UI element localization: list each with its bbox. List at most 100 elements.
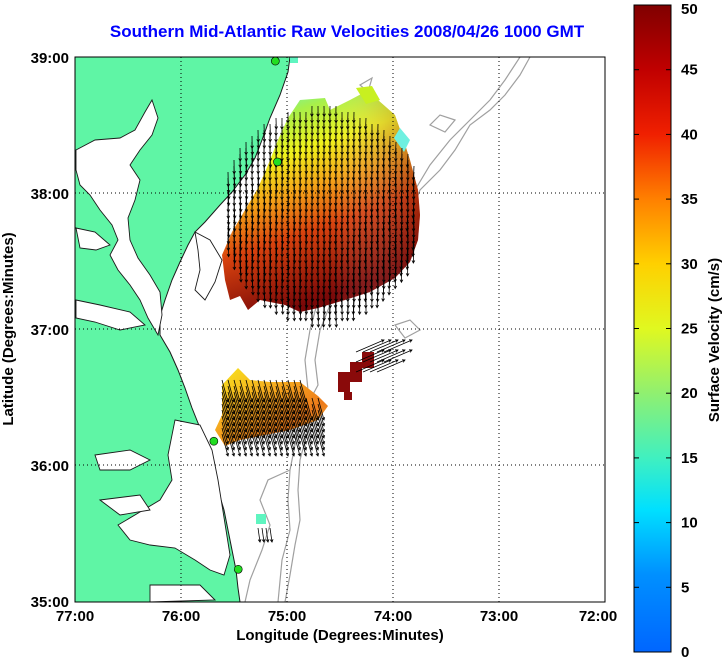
velocity-arrow: [227, 421, 236, 445]
colorbar-label: Surface Velocity (cm/s): [706, 258, 723, 422]
velocity-arrow: [351, 297, 356, 322]
grid-lines: [75, 57, 605, 602]
velocity-arrow: [375, 285, 380, 309]
radar-station-marker: [273, 157, 282, 167]
velocity-arrow: [263, 421, 272, 445]
velocity-arrow: [261, 527, 266, 543]
velocity-arrow: [251, 433, 260, 457]
velocity-arrow: [275, 433, 284, 457]
velocity-arrow: [305, 433, 314, 457]
velocity-arrow: [355, 339, 385, 353]
velocity-arrow: [256, 279, 260, 303]
velocity-arrow: [317, 409, 326, 433]
colorbar-tick-label: 40: [681, 126, 698, 143]
y-tick-label: 37:00: [31, 322, 69, 339]
velocity-arrow: [268, 285, 273, 309]
velocity-arrow: [251, 273, 255, 296]
velocity-arrow: [280, 291, 285, 315]
velocity-arrow: [233, 427, 242, 451]
velocity-arrow: [286, 297, 290, 322]
y-tick-label: 38:00: [31, 186, 69, 203]
colorbar-tick-label: 50: [681, 1, 698, 18]
velocity-arrow: [292, 297, 297, 322]
velocity-arrow: [357, 291, 362, 316]
velocity-arrow: [233, 433, 242, 457]
velocity-arrow: [269, 427, 278, 451]
velocity-arrow: [317, 415, 326, 439]
colorbar-tick-label: 35: [681, 191, 698, 208]
velocity-arrow: [310, 303, 315, 328]
velocity-vectors: [221, 105, 416, 543]
y-tick-labels: 35:00 36:00 37:00 38:00 39:00: [31, 50, 69, 611]
velocity-arrow: [263, 433, 272, 457]
x-tick-label: 74:00: [374, 608, 412, 625]
colorbar-tick-label: 0: [681, 644, 689, 659]
velocity-arrow: [311, 433, 320, 457]
x-tick-label: 77:00: [56, 608, 94, 625]
velocity-arrow: [287, 421, 296, 445]
velocity-arrow: [227, 433, 236, 457]
colorbar-tick-label: 15: [681, 450, 698, 467]
velocity-arrow: [269, 527, 274, 543]
velocity-arrow: [321, 303, 326, 328]
velocity-arrow: [293, 427, 302, 451]
x-axis-label: Longitude (Degrees:Minutes): [236, 627, 444, 644]
velocity-arrow: [269, 433, 278, 457]
velocity-arrow: [387, 273, 391, 296]
y-axis-label: Latitude (Degrees:Minutes): [0, 232, 17, 425]
velocity-arrow: [399, 261, 404, 284]
velocity-arrow: [232, 249, 237, 271]
velocity-arrow: [233, 421, 242, 445]
velocity-arrow: [245, 433, 254, 457]
small-coastal-cells: [256, 57, 298, 524]
pamlico-sound: [94, 419, 231, 602]
velocity-arrow: [275, 427, 284, 451]
velocity-arrow: [263, 427, 272, 451]
velocity-arrow: [293, 433, 302, 457]
velocity-arrow: [362, 349, 392, 363]
velocity-arrow: [317, 397, 326, 421]
velocity-arrow: [299, 421, 308, 445]
velocity-arrow: [299, 433, 308, 457]
velocity-arrow: [405, 255, 410, 277]
velocity-arrow: [293, 421, 302, 445]
radar-stations: [209, 57, 282, 574]
velocity-arrow: [239, 433, 248, 457]
velocity-arrow: [239, 427, 248, 451]
velocity-arrow: [411, 243, 416, 264]
radar-station-marker: [233, 564, 243, 574]
velocity-arrow: [311, 427, 320, 451]
northern-velocity-field: [222, 86, 420, 312]
map-plot[interactable]: 77:00 76:00 75:00 74:00 73:00 72:00 35:0…: [0, 0, 620, 659]
velocity-arrow: [345, 297, 350, 322]
velocity-arrow: [251, 427, 260, 451]
y-tick-label: 39:00: [31, 50, 69, 67]
x-tick-label: 75:00: [268, 608, 306, 625]
velocity-arrow: [369, 349, 399, 363]
velocity-arrow: [305, 421, 314, 445]
velocity-arrow: [317, 403, 326, 427]
colorbar-tick-label: 30: [681, 256, 698, 273]
velocity-arrow: [298, 297, 303, 322]
velocity-arrow: [281, 433, 290, 457]
velocity-arrow: [221, 421, 230, 445]
velocity-arrow: [245, 421, 254, 445]
velocity-arrow: [362, 339, 392, 353]
velocity-arrow: [257, 421, 266, 445]
velocity-arrow: [317, 421, 326, 445]
x-tick-label: 73:00: [480, 608, 518, 625]
plot-frame: [74, 56, 606, 603]
velocity-arrow: [251, 421, 260, 445]
y-tick-label: 36:00: [31, 458, 69, 475]
velocity-arrow: [393, 267, 398, 290]
velocity-arrow: [311, 421, 320, 445]
velocity-arrow: [221, 427, 230, 451]
velocity-arrow: [226, 237, 231, 258]
velocity-arrow: [239, 261, 243, 283]
velocity-arrow: [334, 303, 339, 328]
velocity-arrow: [355, 349, 385, 363]
velocity-arrow: [299, 427, 308, 451]
colorbar-gradient: [633, 4, 672, 653]
velocity-arrow: [355, 359, 385, 373]
velocity-arrow: [305, 427, 314, 451]
